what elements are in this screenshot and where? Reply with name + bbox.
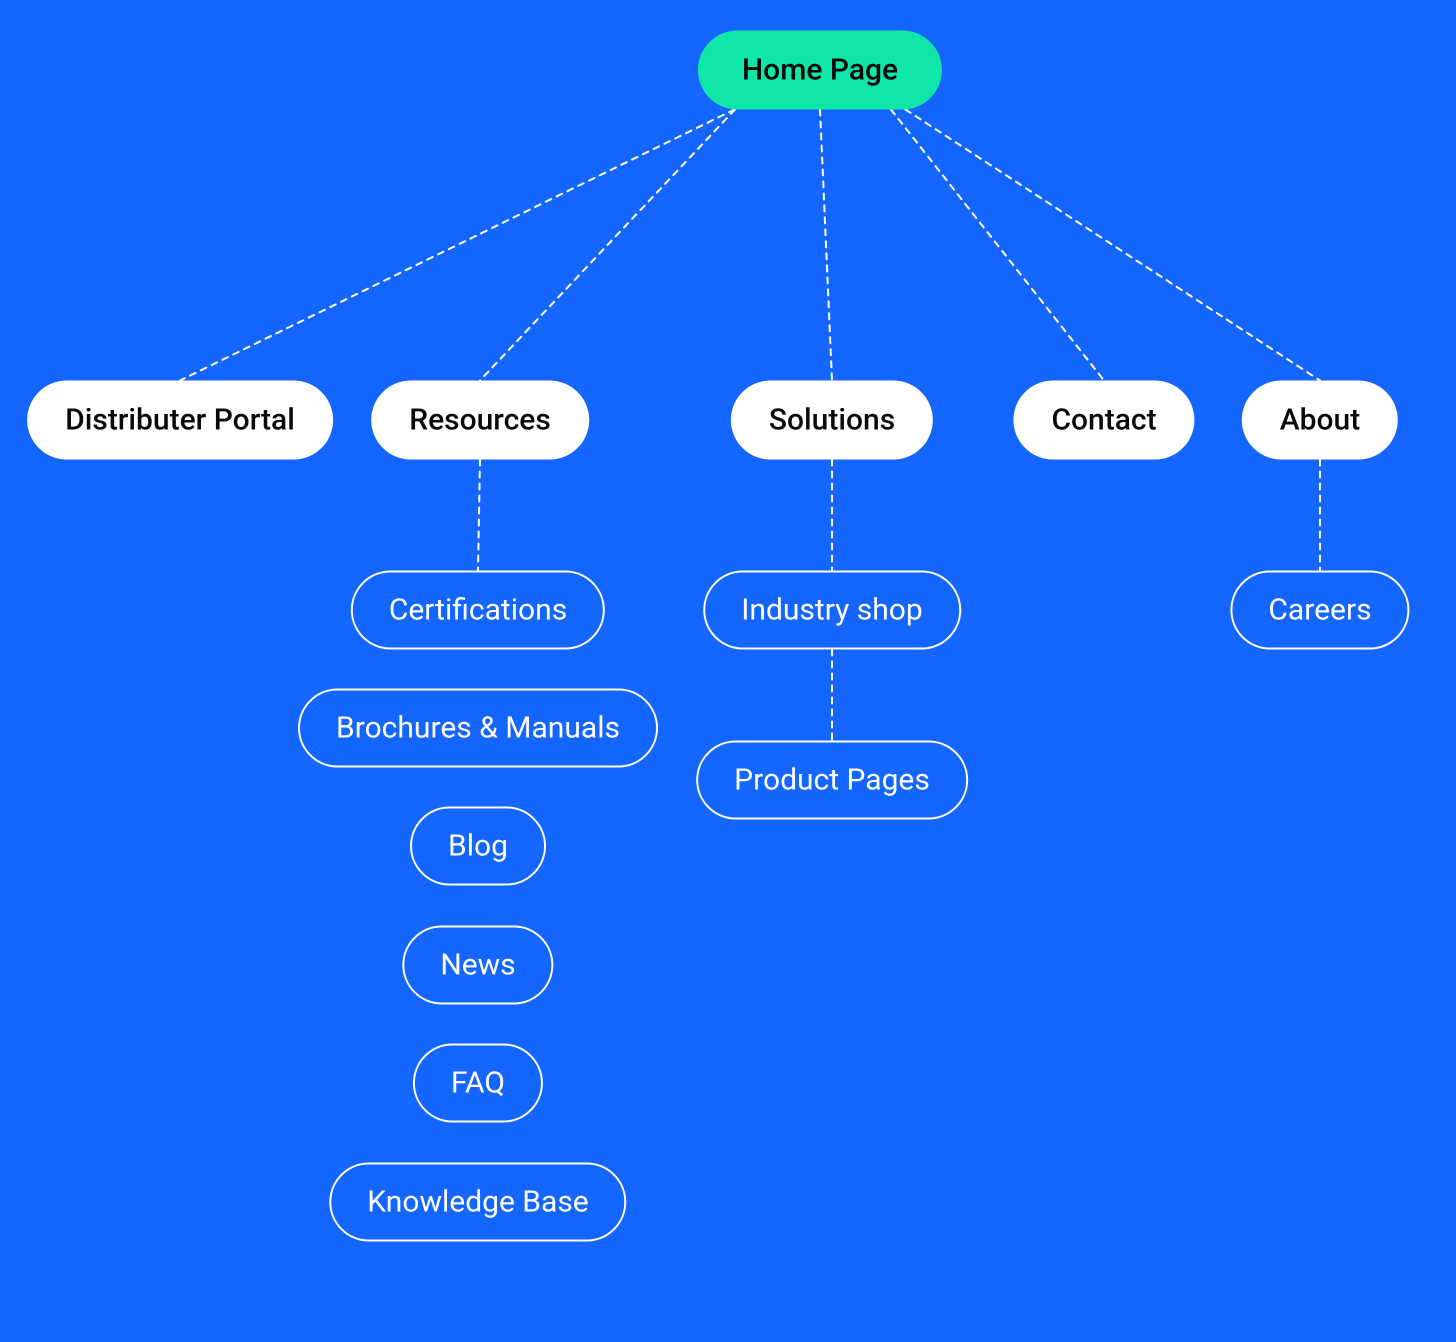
edge-layer	[0, 0, 1456, 1342]
node-blog: Blog	[410, 807, 546, 886]
node-home: Home Page	[698, 31, 942, 110]
edge-home-solutions	[820, 110, 832, 381]
node-label: Certifications	[389, 593, 567, 628]
node-label: Resources	[409, 403, 551, 438]
edge-home-distributor	[180, 110, 735, 381]
node-about: About	[1242, 381, 1398, 460]
edge-home-contact	[891, 110, 1104, 381]
node-solutions: Solutions	[731, 381, 933, 460]
node-industry: Industry shop	[703, 571, 961, 650]
node-kb: Knowledge Base	[329, 1163, 626, 1242]
node-label: Distributer Portal	[65, 403, 295, 438]
node-news: News	[402, 926, 553, 1005]
node-resources: Resources	[371, 381, 589, 460]
node-faq: FAQ	[413, 1044, 543, 1123]
node-label: News	[440, 948, 515, 983]
node-label: Solutions	[769, 403, 895, 438]
node-label: FAQ	[451, 1066, 505, 1101]
node-contact: Contact	[1013, 381, 1194, 460]
node-label: Product Pages	[734, 763, 930, 798]
node-label: Knowledge Base	[367, 1185, 588, 1220]
node-brochures: Brochures & Manuals	[298, 689, 658, 768]
node-label: Home Page	[742, 53, 898, 88]
node-label: Brochures & Manuals	[336, 711, 620, 746]
node-product: Product Pages	[696, 741, 968, 820]
node-certs: Certifications	[351, 571, 605, 650]
node-label: Contact	[1051, 403, 1156, 438]
edge-home-resources	[480, 110, 735, 381]
node-distributor: Distributer Portal	[27, 381, 333, 460]
node-careers: Careers	[1230, 571, 1409, 650]
node-label: Careers	[1268, 593, 1371, 628]
node-label: Industry shop	[741, 593, 923, 628]
sitemap-diagram: Home Page Distributer Portal Resources Solu…	[0, 0, 1456, 1342]
edge-home-about	[905, 110, 1320, 381]
node-label: About	[1280, 403, 1360, 438]
node-label: Blog	[448, 829, 508, 864]
edge-resources-certs	[478, 460, 480, 571]
